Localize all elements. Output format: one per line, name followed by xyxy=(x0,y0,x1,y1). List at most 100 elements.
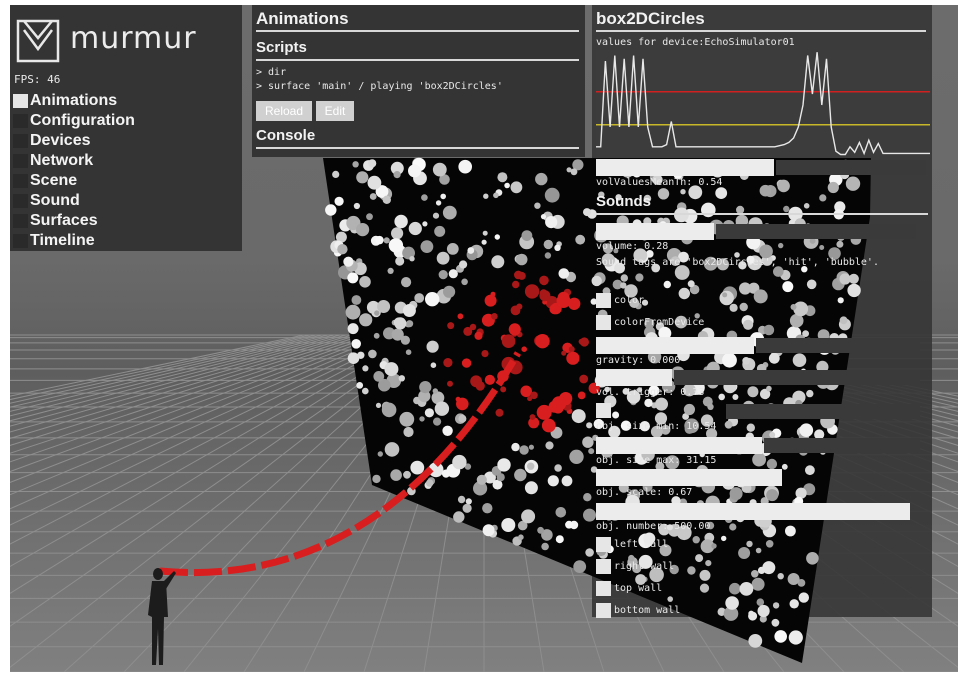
white-circle xyxy=(387,267,394,274)
nav-item-surfaces[interactable]: Surfaces xyxy=(10,211,242,231)
console-title: Console xyxy=(256,125,579,149)
white-circle xyxy=(473,481,488,496)
white-circle xyxy=(391,227,404,240)
nav-item-toggle xyxy=(13,234,28,248)
white-circle xyxy=(537,526,544,534)
left-wall-checkbox[interactable] xyxy=(596,537,611,552)
white-circle xyxy=(467,247,475,254)
white-circle xyxy=(651,263,661,273)
white-circle xyxy=(845,176,861,191)
reload-button[interactable]: Reload xyxy=(256,101,312,121)
number-slider[interactable] xyxy=(596,503,910,520)
white-circle xyxy=(570,168,578,176)
white-circle xyxy=(652,174,663,185)
white-circle xyxy=(359,276,371,288)
white-circle xyxy=(771,618,780,627)
white-circle xyxy=(491,255,505,269)
white-circle xyxy=(650,425,663,438)
right-wall-checkbox[interactable] xyxy=(596,559,611,574)
white-circle xyxy=(420,240,434,254)
white-circle xyxy=(753,289,768,304)
white-circle xyxy=(738,261,747,270)
fps-counter: FPS: 46 xyxy=(14,73,61,86)
nav-item-timeline[interactable]: Timeline xyxy=(10,231,242,251)
white-circle xyxy=(759,244,773,259)
white-circle xyxy=(428,462,444,478)
nav-item-network[interactable]: Network xyxy=(10,151,242,171)
white-circle xyxy=(572,159,584,171)
white-circle xyxy=(655,461,665,471)
white-circle xyxy=(799,423,814,438)
white-circle xyxy=(351,339,362,349)
white-circle xyxy=(514,468,527,482)
white-circle xyxy=(545,441,554,450)
white-circle xyxy=(462,503,472,513)
color-from-device-checkbox[interactable] xyxy=(596,315,611,330)
nav-item-scene[interactable]: Scene xyxy=(10,171,242,191)
3d-viewport[interactable]: murmur FPS: 46 Animations Configuration De… xyxy=(10,5,958,672)
white-circle xyxy=(790,304,797,310)
white-circle xyxy=(555,507,567,518)
white-circle xyxy=(613,248,619,254)
volume-slider[interactable] xyxy=(596,223,714,240)
white-circle xyxy=(746,255,755,264)
bottom-wall-checkbox[interactable] xyxy=(596,603,611,618)
white-circle xyxy=(593,418,604,430)
vol-trigger-label: vol. trigger: 0.33 xyxy=(596,387,705,398)
top-wall-label: top wall xyxy=(614,583,663,594)
grid-line xyxy=(10,334,305,397)
white-circle xyxy=(343,256,354,267)
nav-item-sound[interactable]: Sound xyxy=(10,191,242,211)
white-circle xyxy=(440,193,447,200)
vol-trigger-track xyxy=(674,370,920,385)
edit-button[interactable]: Edit xyxy=(316,101,354,121)
nav-item-label: Network xyxy=(30,152,94,169)
white-circle xyxy=(368,159,377,168)
white-circle xyxy=(692,536,700,544)
size-max-label: obj. size max: 31.15 xyxy=(596,455,717,466)
vol-trigger-slider[interactable] xyxy=(596,369,672,386)
mean-threshold-slider[interactable] xyxy=(596,159,774,176)
white-circle xyxy=(432,162,447,177)
red-circle xyxy=(524,284,540,299)
white-circle xyxy=(394,317,407,330)
white-circle xyxy=(431,391,445,405)
scale-slider[interactable] xyxy=(596,469,782,486)
color-checkbox[interactable] xyxy=(596,293,611,308)
white-circle xyxy=(591,275,602,287)
logo-wordmark: murmur xyxy=(70,21,197,56)
white-circle xyxy=(748,634,763,648)
white-circle xyxy=(476,474,487,485)
white-circle xyxy=(375,235,384,245)
laser-beam xyxy=(159,351,522,577)
white-circle xyxy=(684,424,695,434)
red-circle xyxy=(579,337,590,347)
white-circle xyxy=(756,598,765,606)
white-circle xyxy=(676,525,692,541)
gravity-slider[interactable] xyxy=(596,337,754,354)
nav-item-animations[interactable]: Animations xyxy=(10,91,242,111)
scale-label: obj. scale: 0.67 xyxy=(596,487,693,498)
white-circle xyxy=(554,244,561,251)
red-circle xyxy=(539,289,548,297)
white-circle xyxy=(759,184,772,197)
white-circle xyxy=(446,243,459,255)
white-circle xyxy=(782,281,794,293)
white-circle xyxy=(848,273,859,284)
nav-item-configuration[interactable]: Configuration xyxy=(10,111,242,131)
top-wall-checkbox[interactable] xyxy=(596,581,611,596)
red-circle xyxy=(568,297,581,310)
white-circle xyxy=(816,360,829,373)
white-circle xyxy=(797,579,806,587)
white-circle xyxy=(739,282,752,295)
white-circle xyxy=(554,464,562,472)
white-circle xyxy=(457,495,466,504)
white-circle xyxy=(418,390,431,403)
vol-trigger-checkbox[interactable] xyxy=(596,403,611,418)
size-max-slider[interactable] xyxy=(596,437,762,454)
white-circle xyxy=(558,268,570,279)
white-circle xyxy=(803,203,810,209)
nav-item-devices[interactable]: Devices xyxy=(10,131,242,151)
white-circle xyxy=(541,542,549,551)
white-circle xyxy=(774,630,787,643)
